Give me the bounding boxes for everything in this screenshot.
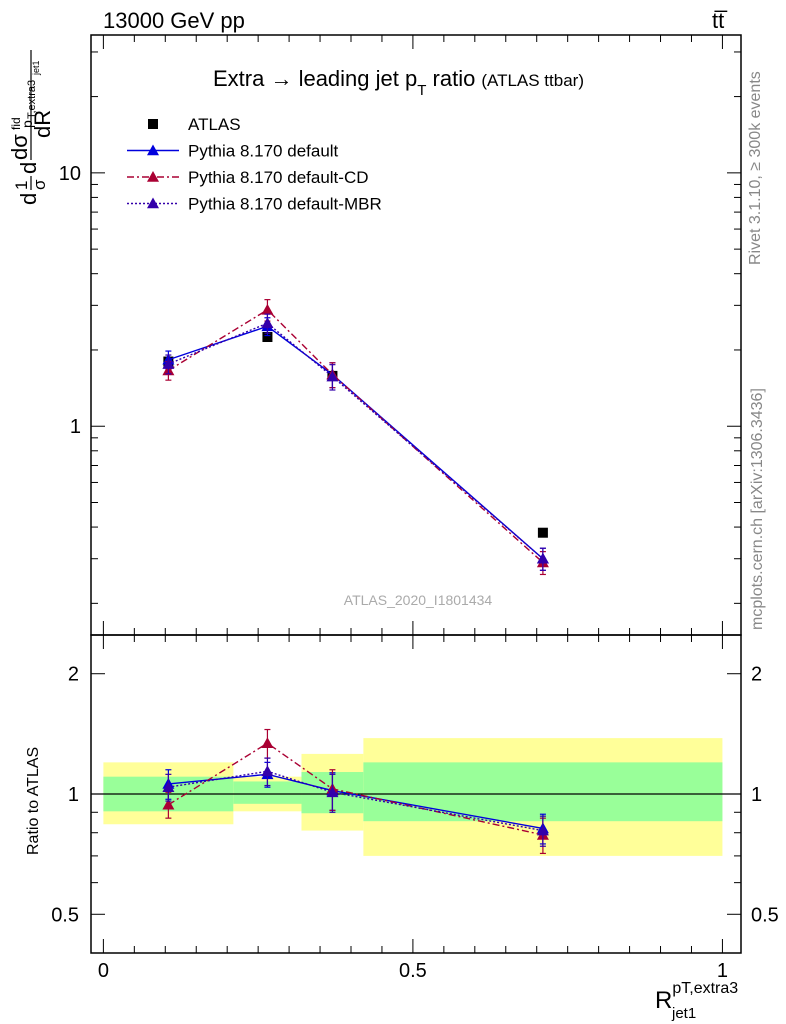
- analysis-watermark: ATLAS_2020_I1801434: [344, 592, 493, 608]
- ratio-ytick-label: 1: [68, 784, 79, 806]
- svg-text:d: d: [16, 162, 41, 174]
- ratio-xtick-label: 1: [717, 960, 728, 982]
- atlas-point: [537, 527, 548, 538]
- legend-label: Pythia 8.170 default-MBR: [188, 195, 382, 214]
- xlabel-sup: pT,extra3: [672, 980, 738, 997]
- uncertainty-band-stat: [363, 762, 723, 822]
- atlas-point: [262, 332, 273, 343]
- ratio-point: [536, 824, 549, 836]
- ratio-point: [326, 786, 339, 798]
- title-main: Extra → leading jet p: [213, 66, 417, 91]
- main-panel: 1 10 ATLAS_2020_I1801434 Extra → leading …: [7, 34, 742, 636]
- legend-marker: [147, 171, 159, 182]
- legend-marker-atlas: [148, 119, 158, 129]
- ratio-point: [162, 781, 175, 792]
- ratio-point: [261, 737, 274, 749]
- svg-text:p: p: [19, 120, 35, 128]
- legend: ATLAS Pythia 8.170 default Pythia 8.170 de…: [127, 115, 382, 214]
- rivet-label: Rivet 3.1.10, ≥ 300k events: [747, 71, 764, 265]
- legend-marker: [147, 144, 159, 156]
- ratio-ytick-label: 0.5: [51, 904, 79, 926]
- title-tail: ratio: [426, 66, 475, 91]
- ratio-ytick-label-right: 1: [751, 784, 762, 806]
- legend-label: Pythia 8.170 default: [188, 142, 339, 161]
- xlabel-sub: jet1: [671, 1005, 696, 1022]
- x-axis-label: RpT,extra3: [655, 980, 738, 1014]
- svg-text:dR: dR: [30, 110, 55, 138]
- ratio-ylabel: Ratio to ATLAS: [25, 747, 42, 855]
- series-line-3: [168, 322, 544, 560]
- header-process: tt̅: [712, 8, 728, 33]
- xlabel-main: R: [655, 987, 672, 1014]
- main-ylabel: d 1 σ d dσ fid p T,extra3 jet1 dR: [7, 50, 55, 205]
- legend-marker: [147, 197, 159, 209]
- ratio-ytick-label-right: 0.5: [751, 904, 779, 926]
- svg-text:fid: fid: [9, 117, 23, 130]
- svg-text:T,extra3: T,extra3: [26, 80, 38, 119]
- ratio-xtick-label: 0: [98, 960, 109, 982]
- svg-text:1: 1: [12, 181, 31, 190]
- plot-title: Extra → leading jet pT ratio (ATLAS ttbar…: [213, 66, 584, 99]
- ratio-point: [162, 798, 175, 810]
- mc-point: [536, 552, 549, 564]
- title-sub: T: [417, 82, 426, 99]
- ratio-frame: [90, 634, 742, 954]
- legend-label: Pythia 8.170 default-CD: [188, 168, 369, 187]
- title-note: (ATLAS ttbar): [481, 71, 584, 90]
- series-line-1: [168, 325, 544, 560]
- ratio-point: [261, 765, 274, 777]
- ratio-xtick-label: 0.5: [399, 960, 427, 982]
- mc-point: [261, 317, 274, 329]
- ratio-panel: 0.5 0.5 1 1 2 2 0 0.5 1 Ratio to ATLAS RpT,extra…: [25, 634, 779, 1022]
- mc-point: [162, 358, 175, 369]
- mc-point: [326, 370, 339, 382]
- main-ytick-label: 1: [70, 416, 81, 438]
- legend-label: ATLAS: [188, 115, 241, 134]
- ratio-ytick-label: 2: [68, 664, 79, 686]
- uncertainty-band-stat: [233, 781, 302, 804]
- mcplots-label: mcplots.cern.ch [arXiv:1306.3436]: [749, 388, 766, 630]
- main-ytick-label: 10: [59, 163, 81, 185]
- svg-text:d: d: [16, 193, 41, 205]
- mc-point: [261, 303, 274, 315]
- svg-text:σ: σ: [30, 179, 49, 190]
- ratio-line-0: [168, 773, 544, 830]
- svg-text:jet1: jet1: [31, 60, 41, 76]
- ratio-ytick-label-right: 2: [751, 664, 762, 686]
- header-energy: 13000 GeV pp: [103, 8, 245, 33]
- svg-text:dσ: dσ: [7, 134, 32, 160]
- series-line-2: [168, 308, 544, 563]
- ratio-line-1: [168, 742, 544, 836]
